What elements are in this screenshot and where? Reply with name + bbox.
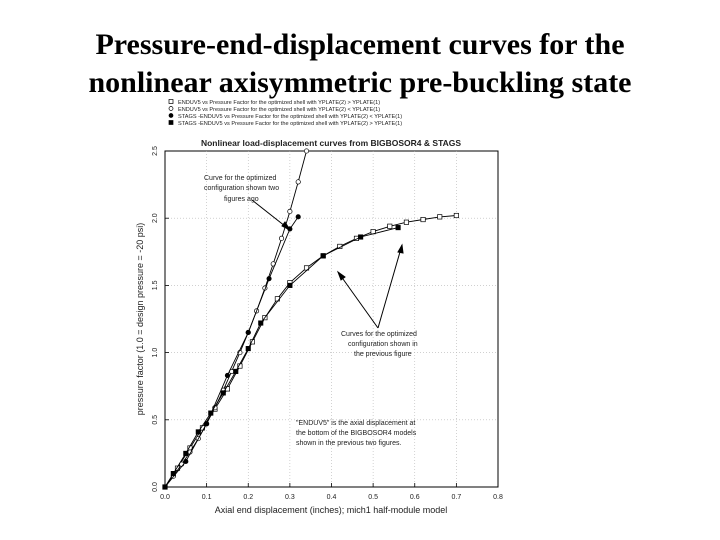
data-point (320, 253, 326, 259)
data-point (387, 223, 393, 229)
y-axis-label: pressure factor (1.0 = design pressure =… (135, 223, 145, 416)
annotation-3: "ENDUV5" is the axial displacement at th… (296, 420, 417, 447)
data-point (453, 212, 459, 219)
data-point (358, 234, 364, 240)
legend-entry: STAGS -ENDUV5 vs Pressure Factor for the… (178, 114, 402, 120)
x-axis-ticks: 0.0 0.1 0.2 0.3 0.4 0.5 0.6 0.7 0.8 (160, 483, 503, 501)
data-point (278, 235, 285, 241)
data-point (437, 214, 443, 220)
slide-title-line-2: nonlinear axisymmetric pre-buckling stat… (88, 66, 632, 99)
data-point (287, 208, 293, 215)
x-tick-label: 0.2 (243, 494, 253, 501)
data-point (295, 179, 301, 185)
data-point (168, 120, 174, 125)
data-point (403, 219, 409, 225)
series-layer (162, 148, 459, 490)
chart-legend: ENDUV5 vs Pressure Factor for the optimi… (168, 99, 402, 127)
chart-title: Nonlinear load-displacement curves from … (201, 138, 461, 148)
data-point (420, 216, 426, 223)
y-tick-label: 0.0 (152, 482, 159, 492)
x-tick-label: 0.0 (160, 494, 170, 501)
data-point (395, 225, 401, 231)
data-point (295, 214, 301, 220)
annotation-1: Curve for the optimized configuration sh… (204, 175, 279, 203)
annotation-3-line-1: "ENDUV5" is the axial displacement at (296, 420, 415, 427)
y-tick-label: 1.0 (152, 348, 159, 358)
x-tick-label: 0.8 (493, 494, 503, 501)
data-point (183, 450, 189, 456)
data-point (170, 471, 176, 477)
data-point (303, 148, 310, 154)
x-tick-label: 0.1 (202, 494, 212, 501)
y-axis-ticks: 0.0 0.5 1.0 1.5 2.0 2.5 (152, 146, 169, 492)
annotation-3-line-3: shown in the previous two figures. (296, 440, 401, 447)
grid-lines (165, 151, 498, 487)
y-tick-label: 2.0 (152, 213, 159, 223)
x-tick-label: 0.5 (368, 494, 378, 501)
x-tick-label: 0.4 (327, 494, 337, 501)
series-4 (162, 225, 401, 490)
annotation-1-line-3: figures ago (224, 196, 259, 203)
annotation-1-line-2: configuration shown two (204, 185, 279, 192)
legend-entry: STAGS -ENDUV5 vs Pressure Factor for the… (178, 121, 402, 127)
data-point (168, 99, 174, 104)
series-3 (162, 214, 301, 490)
data-point (204, 421, 210, 427)
series-line (164, 216, 299, 488)
annotation-arrowhead-2a (336, 270, 346, 281)
data-point (233, 368, 239, 374)
data-point (168, 113, 174, 118)
legend-entry: ENDUV5 vs Pressure Factor for the optimi… (178, 100, 380, 106)
data-point (287, 282, 293, 288)
data-point (245, 329, 251, 335)
annotation-3-line-2: the bottom of the BIGBOSOR4 models (296, 430, 417, 437)
y-tick-label: 2.5 (152, 146, 159, 156)
data-point (224, 372, 230, 378)
annotation-1-line-1: Curve for the optimized (204, 175, 276, 182)
x-axis-label: Axial end displacement (inches); mich1 h… (215, 505, 448, 515)
data-point (266, 276, 272, 282)
legend-entry: ENDUV5 vs Pressure Factor for the optimi… (178, 107, 380, 113)
annotation-2: Curves for the optimized configuration s… (341, 331, 418, 358)
slide-title: Pressure-end-displacement curves for the… (0, 26, 720, 102)
data-point (245, 346, 251, 352)
annotation-arrowhead-2b (397, 243, 404, 254)
data-point (258, 320, 264, 326)
annotation-arrowhead-1 (281, 221, 292, 232)
annotation-arrows (251, 199, 404, 329)
data-point (195, 429, 201, 435)
annotation-2-line-2: configuration shown in (348, 341, 418, 348)
annotation-arrow-2a (337, 271, 379, 329)
annotation-2-line-1: Curves for the optimized (341, 331, 417, 338)
data-point (162, 484, 168, 490)
data-point (183, 458, 189, 465)
data-point (168, 106, 174, 111)
y-tick-label: 1.5 (152, 280, 159, 290)
slide-title-line-1: Pressure-end-displacement curves for the (95, 28, 625, 61)
annotation-2-line-3: the previous figure (354, 351, 412, 358)
x-tick-label: 0.7 (452, 494, 462, 501)
y-tick-label: 0.5 (152, 415, 159, 425)
annotation-arrow-2b (377, 244, 403, 329)
x-tick-label: 0.3 (285, 494, 295, 501)
data-point (208, 410, 214, 416)
data-point (220, 390, 226, 396)
x-tick-label: 0.6 (410, 494, 420, 501)
